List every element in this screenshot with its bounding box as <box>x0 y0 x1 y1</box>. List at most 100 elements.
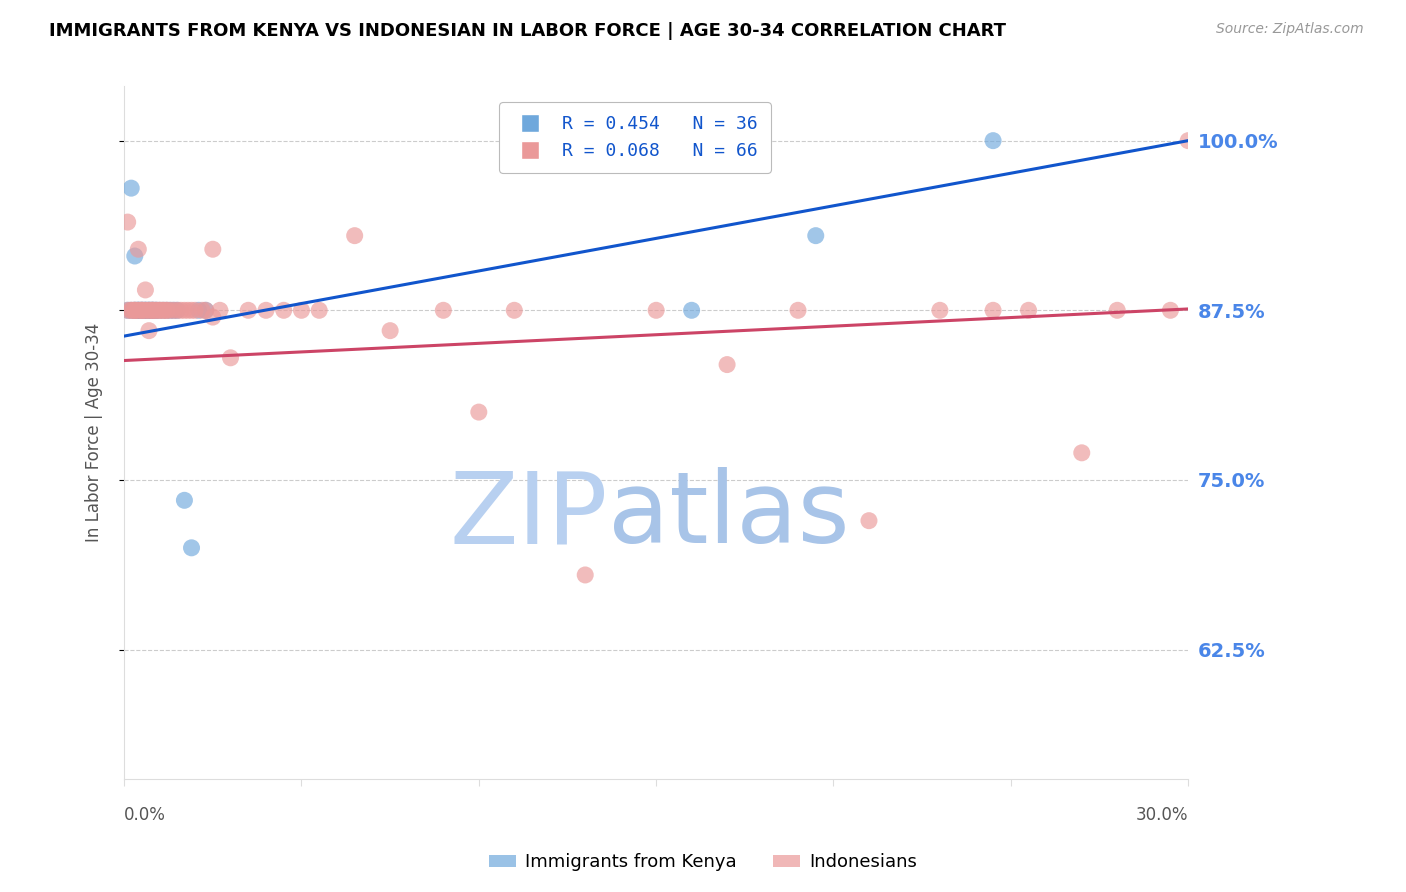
Point <box>124 303 146 318</box>
Point <box>124 303 146 318</box>
Text: 30.0%: 30.0% <box>1136 805 1188 823</box>
Point <box>127 303 149 318</box>
Point <box>131 303 153 318</box>
Y-axis label: In Labor Force | Age 30-34: In Labor Force | Age 30-34 <box>86 323 103 542</box>
Point <box>149 303 172 318</box>
Point <box>134 303 156 318</box>
Point <box>194 303 217 318</box>
Point <box>124 303 146 318</box>
Point <box>166 303 188 318</box>
Point <box>163 303 186 318</box>
Point <box>152 303 174 318</box>
Point <box>1070 446 1092 460</box>
Point <box>117 303 139 318</box>
Point <box>238 303 260 318</box>
Point <box>858 514 880 528</box>
Point <box>149 303 172 318</box>
Point <box>1107 303 1129 318</box>
Point <box>134 303 156 318</box>
Point <box>156 303 179 318</box>
Point <box>432 303 454 318</box>
Point <box>141 303 163 318</box>
Point <box>645 303 668 318</box>
Point <box>127 303 149 318</box>
Point <box>131 303 153 318</box>
Point <box>159 303 181 318</box>
Point <box>120 181 142 195</box>
Point <box>928 303 950 318</box>
Point <box>124 303 146 318</box>
Legend: R = 0.454   N = 36, R = 0.068   N = 66: R = 0.454 N = 36, R = 0.068 N = 66 <box>499 103 770 173</box>
Point <box>134 303 156 318</box>
Point <box>208 303 231 318</box>
Point <box>201 310 224 324</box>
Point <box>141 303 163 318</box>
Point <box>124 303 146 318</box>
Text: 0.0%: 0.0% <box>124 805 166 823</box>
Point <box>173 493 195 508</box>
Point <box>152 303 174 318</box>
Point <box>145 303 167 318</box>
Point <box>468 405 491 419</box>
Point <box>138 324 160 338</box>
Point <box>219 351 242 365</box>
Point <box>145 303 167 318</box>
Point <box>141 303 163 318</box>
Point <box>180 303 202 318</box>
Point <box>273 303 295 318</box>
Point <box>163 303 186 318</box>
Point <box>124 249 146 263</box>
Point <box>149 303 172 318</box>
Point <box>152 303 174 318</box>
Point <box>170 303 193 318</box>
Point <box>131 303 153 318</box>
Point <box>166 303 188 318</box>
Point <box>184 303 207 318</box>
Point <box>1177 134 1199 148</box>
Point <box>131 303 153 318</box>
Point <box>503 303 526 318</box>
Point <box>716 358 738 372</box>
Point <box>156 303 179 318</box>
Point <box>574 568 596 582</box>
Point <box>804 228 827 243</box>
Point <box>254 303 277 318</box>
Point <box>134 303 156 318</box>
Point <box>120 303 142 318</box>
Point <box>290 303 312 318</box>
Point <box>308 303 330 318</box>
Point <box>378 324 401 338</box>
Point <box>131 303 153 318</box>
Text: atlas: atlas <box>609 467 849 564</box>
Point <box>156 303 179 318</box>
Point <box>1159 303 1181 318</box>
Point <box>134 283 156 297</box>
Point <box>787 303 810 318</box>
Point <box>1018 303 1040 318</box>
Point <box>681 303 703 318</box>
Legend: Immigrants from Kenya, Indonesians: Immigrants from Kenya, Indonesians <box>482 847 924 879</box>
Point <box>194 303 217 318</box>
Point <box>180 541 202 555</box>
Point <box>187 303 209 318</box>
Point <box>177 303 200 318</box>
Point <box>138 303 160 318</box>
Point <box>120 303 142 318</box>
Point <box>201 242 224 256</box>
Point <box>131 303 153 318</box>
Point <box>141 303 163 318</box>
Point <box>117 303 139 318</box>
Point <box>127 303 149 318</box>
Point <box>120 303 142 318</box>
Point <box>134 303 156 318</box>
Text: ZIP: ZIP <box>450 467 609 564</box>
Point <box>343 228 366 243</box>
Point <box>173 303 195 318</box>
Point <box>117 215 139 229</box>
Point <box>145 303 167 318</box>
Text: IMMIGRANTS FROM KENYA VS INDONESIAN IN LABOR FORCE | AGE 30-34 CORRELATION CHART: IMMIGRANTS FROM KENYA VS INDONESIAN IN L… <box>49 22 1007 40</box>
Point <box>191 303 214 318</box>
Point <box>141 303 163 318</box>
Point <box>159 303 181 318</box>
Point <box>981 134 1004 148</box>
